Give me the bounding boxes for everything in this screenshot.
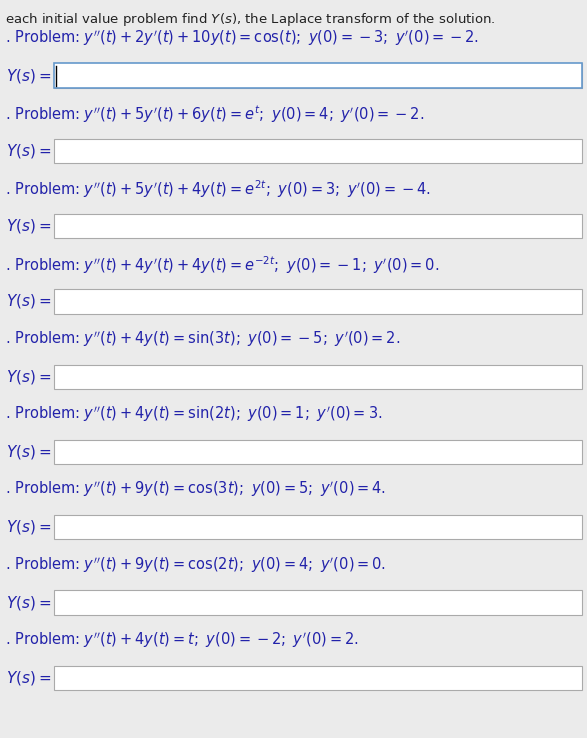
FancyBboxPatch shape (54, 214, 582, 238)
Text: . Problem: $y''(t) + 9y(t) = \cos(3t);\ y(0) = 5;\ y'(0) = 4.$: . Problem: $y''(t) + 9y(t) = \cos(3t);\ … (5, 480, 386, 500)
FancyBboxPatch shape (54, 666, 582, 690)
Text: . Problem: $y''(t) + 9y(t) = \cos(2t);\ y(0) = 4;\ y'(0) = 0.$: . Problem: $y''(t) + 9y(t) = \cos(2t);\ … (5, 555, 386, 575)
Text: $Y(s)=$: $Y(s)=$ (6, 368, 51, 386)
Text: $Y(s)=$: $Y(s)=$ (6, 217, 51, 235)
FancyBboxPatch shape (54, 63, 582, 88)
Text: $Y(s)=$: $Y(s)=$ (6, 142, 51, 160)
Text: $Y(s)=$: $Y(s)=$ (6, 669, 51, 687)
FancyBboxPatch shape (54, 515, 582, 539)
Text: . Problem: $y''(t) + 5y'(t) + 4y(t) = e^{2t};\ y(0) = 3;\ y'(0) = -4.$: . Problem: $y''(t) + 5y'(t) + 4y(t) = e^… (5, 179, 430, 200)
FancyBboxPatch shape (54, 440, 582, 464)
Text: . Problem: $y''(t) + 5y'(t) + 6y(t) = e^{t};\ y(0) = 4;\ y'(0) = -2.$: . Problem: $y''(t) + 5y'(t) + 6y(t) = e^… (5, 103, 424, 125)
Text: . Problem: $y''(t) + 4y(t) = t;\ y(0) = -2;\ y'(0) = 2.$: . Problem: $y''(t) + 4y(t) = t;\ y(0) = … (5, 630, 359, 650)
Text: $Y(s)=$: $Y(s)=$ (6, 66, 51, 85)
FancyBboxPatch shape (54, 590, 582, 615)
Text: $Y(s)=$: $Y(s)=$ (6, 443, 51, 461)
FancyBboxPatch shape (54, 365, 582, 389)
Text: $Y(s)=$: $Y(s)=$ (6, 593, 51, 612)
Text: . Problem: $y''(t) + 4y(t) = \sin(3t);\ y(0) = -5;\ y'(0) = 2.$: . Problem: $y''(t) + 4y(t) = \sin(3t);\ … (5, 329, 400, 349)
FancyBboxPatch shape (54, 289, 582, 314)
Text: . Problem: $y''(t) + 4y'(t) + 4y(t) = e^{-2t};\ y(0) = -1;\ y'(0) = 0.$: . Problem: $y''(t) + 4y'(t) + 4y(t) = e^… (5, 254, 439, 275)
Text: . Problem: $y''(t) + 2y'(t) + 10y(t) = \cos(t);\ y(0) = -3;\ y'(0) = -2.$: . Problem: $y''(t) + 2y'(t) + 10y(t) = \… (5, 28, 479, 48)
Text: each initial value problem find $Y(s)$, the Laplace transform of the solution.: each initial value problem find $Y(s)$, … (5, 11, 495, 28)
Text: $Y(s)=$: $Y(s)=$ (6, 518, 51, 537)
FancyBboxPatch shape (54, 63, 582, 88)
Text: . Problem: $y''(t) + 4y(t) = \sin(2t);\ y(0) = 1;\ y'(0) = 3.$: . Problem: $y''(t) + 4y(t) = \sin(2t);\ … (5, 404, 382, 424)
Text: $Y(s)=$: $Y(s)=$ (6, 292, 51, 311)
FancyBboxPatch shape (54, 139, 582, 163)
